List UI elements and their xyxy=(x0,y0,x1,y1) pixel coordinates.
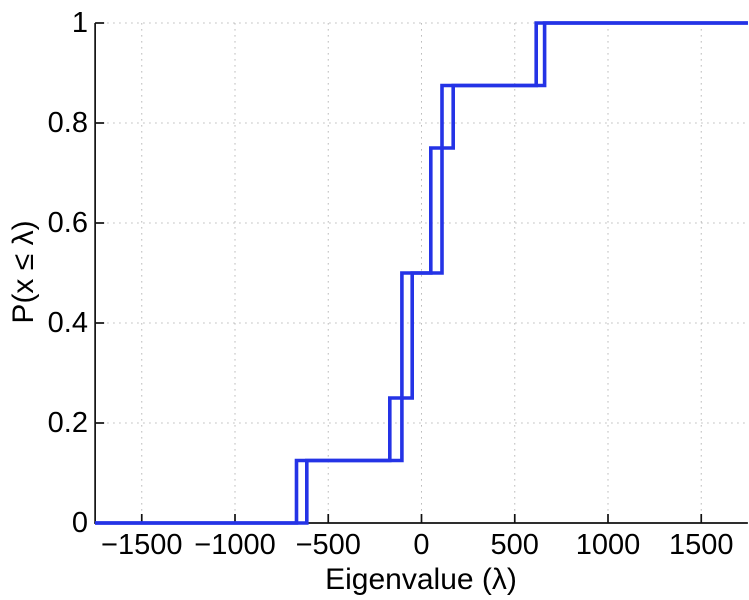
x-tick-label: 1500 xyxy=(668,529,734,561)
x-tick-label: −500 xyxy=(295,529,361,561)
x-axis-title: Eigenvalue (λ) xyxy=(325,563,517,596)
ecdf-step-line-2 xyxy=(95,21,748,525)
y-tick-label: 0.4 xyxy=(47,307,88,339)
x-tick-label: 0 xyxy=(413,529,430,561)
y-tick-label: 0 xyxy=(71,507,88,539)
x-tick-label: 1000 xyxy=(575,529,641,561)
y-tick-label: 0.2 xyxy=(47,407,88,439)
y-tick-label: 0.6 xyxy=(47,207,88,239)
y-tick-label: 0.8 xyxy=(47,107,88,139)
x-tick-label: 500 xyxy=(490,529,539,561)
x-tick-label: −1500 xyxy=(101,529,183,561)
x-tick-label: −1000 xyxy=(194,529,276,561)
y-tick-label: 1 xyxy=(71,7,88,39)
